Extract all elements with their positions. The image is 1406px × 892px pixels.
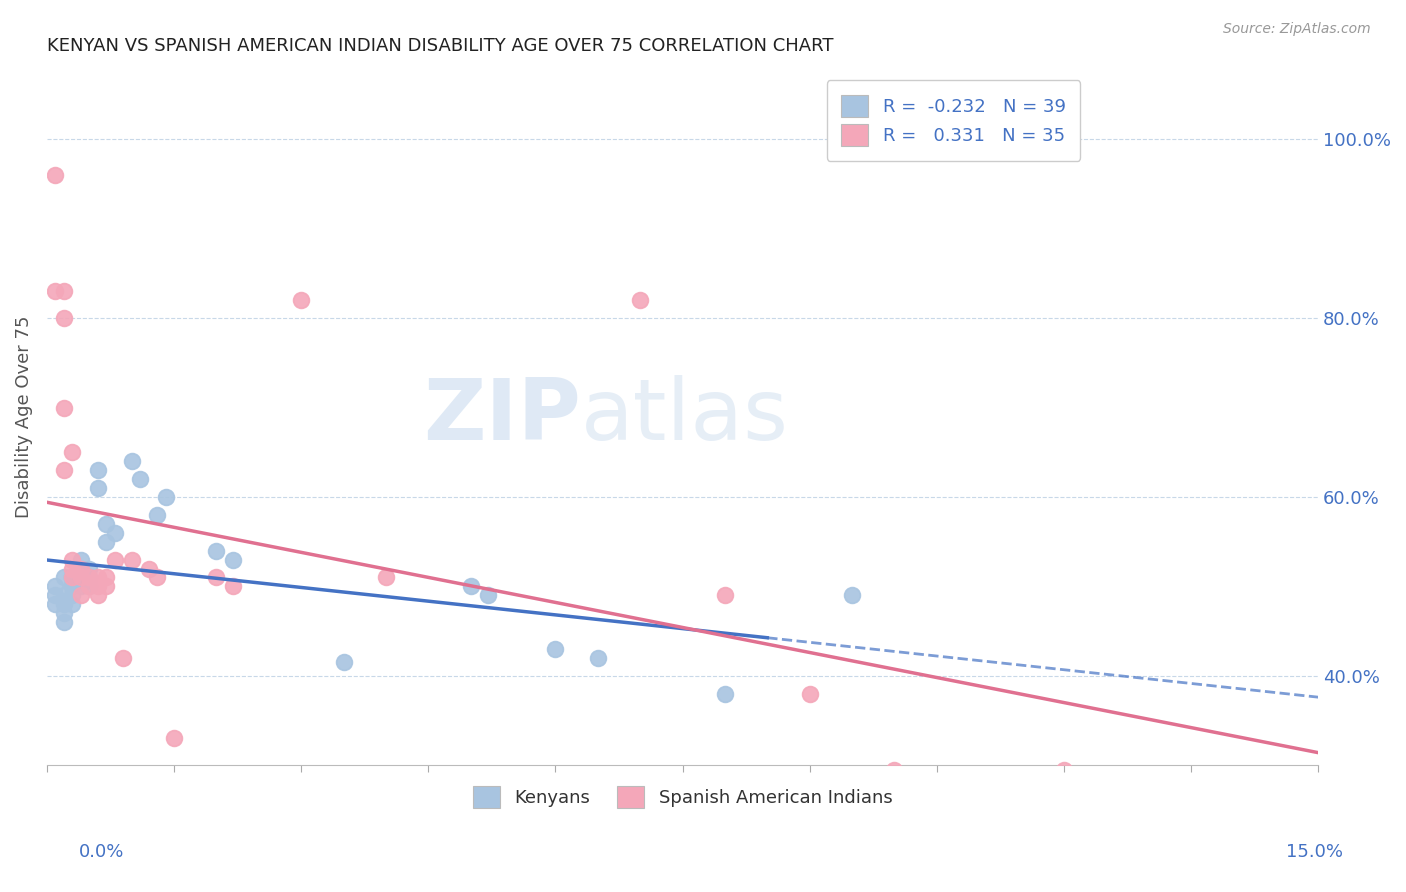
Point	[163, 731, 186, 746]
Point	[96, 579, 118, 593]
Point	[60, 579, 83, 593]
Point	[121, 454, 143, 468]
Point	[374, 570, 396, 584]
Point	[60, 561, 83, 575]
Point	[60, 552, 83, 566]
Point	[222, 579, 245, 593]
Point	[146, 570, 169, 584]
Point	[138, 561, 160, 575]
Point	[1053, 763, 1076, 777]
Point	[69, 561, 91, 575]
Point	[69, 588, 91, 602]
Point	[52, 463, 75, 477]
Point	[77, 570, 100, 584]
Point	[96, 516, 118, 531]
Text: 15.0%: 15.0%	[1286, 843, 1343, 861]
Point	[52, 311, 75, 326]
Point	[52, 588, 75, 602]
Point	[112, 651, 135, 665]
Point	[155, 490, 177, 504]
Point	[121, 552, 143, 566]
Point	[87, 579, 110, 593]
Point	[77, 579, 100, 593]
Point	[129, 472, 152, 486]
Point	[60, 597, 83, 611]
Text: atlas: atlas	[581, 376, 789, 458]
Point	[52, 615, 75, 630]
Point	[69, 570, 91, 584]
Legend: Kenyans, Spanish American Indians: Kenyans, Spanish American Indians	[465, 779, 900, 815]
Point	[87, 463, 110, 477]
Point	[714, 687, 737, 701]
Point	[96, 570, 118, 584]
Point	[841, 588, 863, 602]
Point	[205, 570, 228, 584]
Point	[205, 543, 228, 558]
Point	[69, 552, 91, 566]
Text: KENYAN VS SPANISH AMERICAN INDIAN DISABILITY AGE OVER 75 CORRELATION CHART: KENYAN VS SPANISH AMERICAN INDIAN DISABI…	[46, 37, 834, 55]
Point	[44, 597, 66, 611]
Text: ZIP: ZIP	[423, 376, 581, 458]
Y-axis label: Disability Age Over 75: Disability Age Over 75	[15, 316, 32, 518]
Point	[799, 687, 821, 701]
Point	[77, 561, 100, 575]
Point	[460, 579, 482, 593]
Point	[104, 552, 127, 566]
Point	[332, 656, 354, 670]
Text: 0.0%: 0.0%	[79, 843, 124, 861]
Point	[52, 597, 75, 611]
Point	[883, 763, 905, 777]
Point	[586, 651, 609, 665]
Point	[44, 285, 66, 299]
Point	[60, 570, 83, 584]
Point	[714, 588, 737, 602]
Point	[60, 445, 83, 459]
Point	[146, 508, 169, 522]
Point	[104, 525, 127, 540]
Point	[60, 579, 83, 593]
Point	[222, 552, 245, 566]
Point	[628, 293, 651, 308]
Point	[44, 588, 66, 602]
Point	[87, 481, 110, 495]
Point	[52, 606, 75, 620]
Point	[52, 285, 75, 299]
Point	[52, 401, 75, 415]
Point	[69, 579, 91, 593]
Point	[77, 570, 100, 584]
Point	[77, 579, 100, 593]
Point	[96, 534, 118, 549]
Point	[87, 588, 110, 602]
Point	[52, 570, 75, 584]
Text: Source: ZipAtlas.com: Source: ZipAtlas.com	[1223, 22, 1371, 37]
Point	[290, 293, 312, 308]
Point	[60, 570, 83, 584]
Point	[69, 570, 91, 584]
Point	[477, 588, 499, 602]
Point	[87, 570, 110, 584]
Point	[60, 588, 83, 602]
Point	[60, 570, 83, 584]
Point	[44, 168, 66, 182]
Point	[44, 579, 66, 593]
Point	[69, 561, 91, 575]
Point	[544, 642, 567, 657]
